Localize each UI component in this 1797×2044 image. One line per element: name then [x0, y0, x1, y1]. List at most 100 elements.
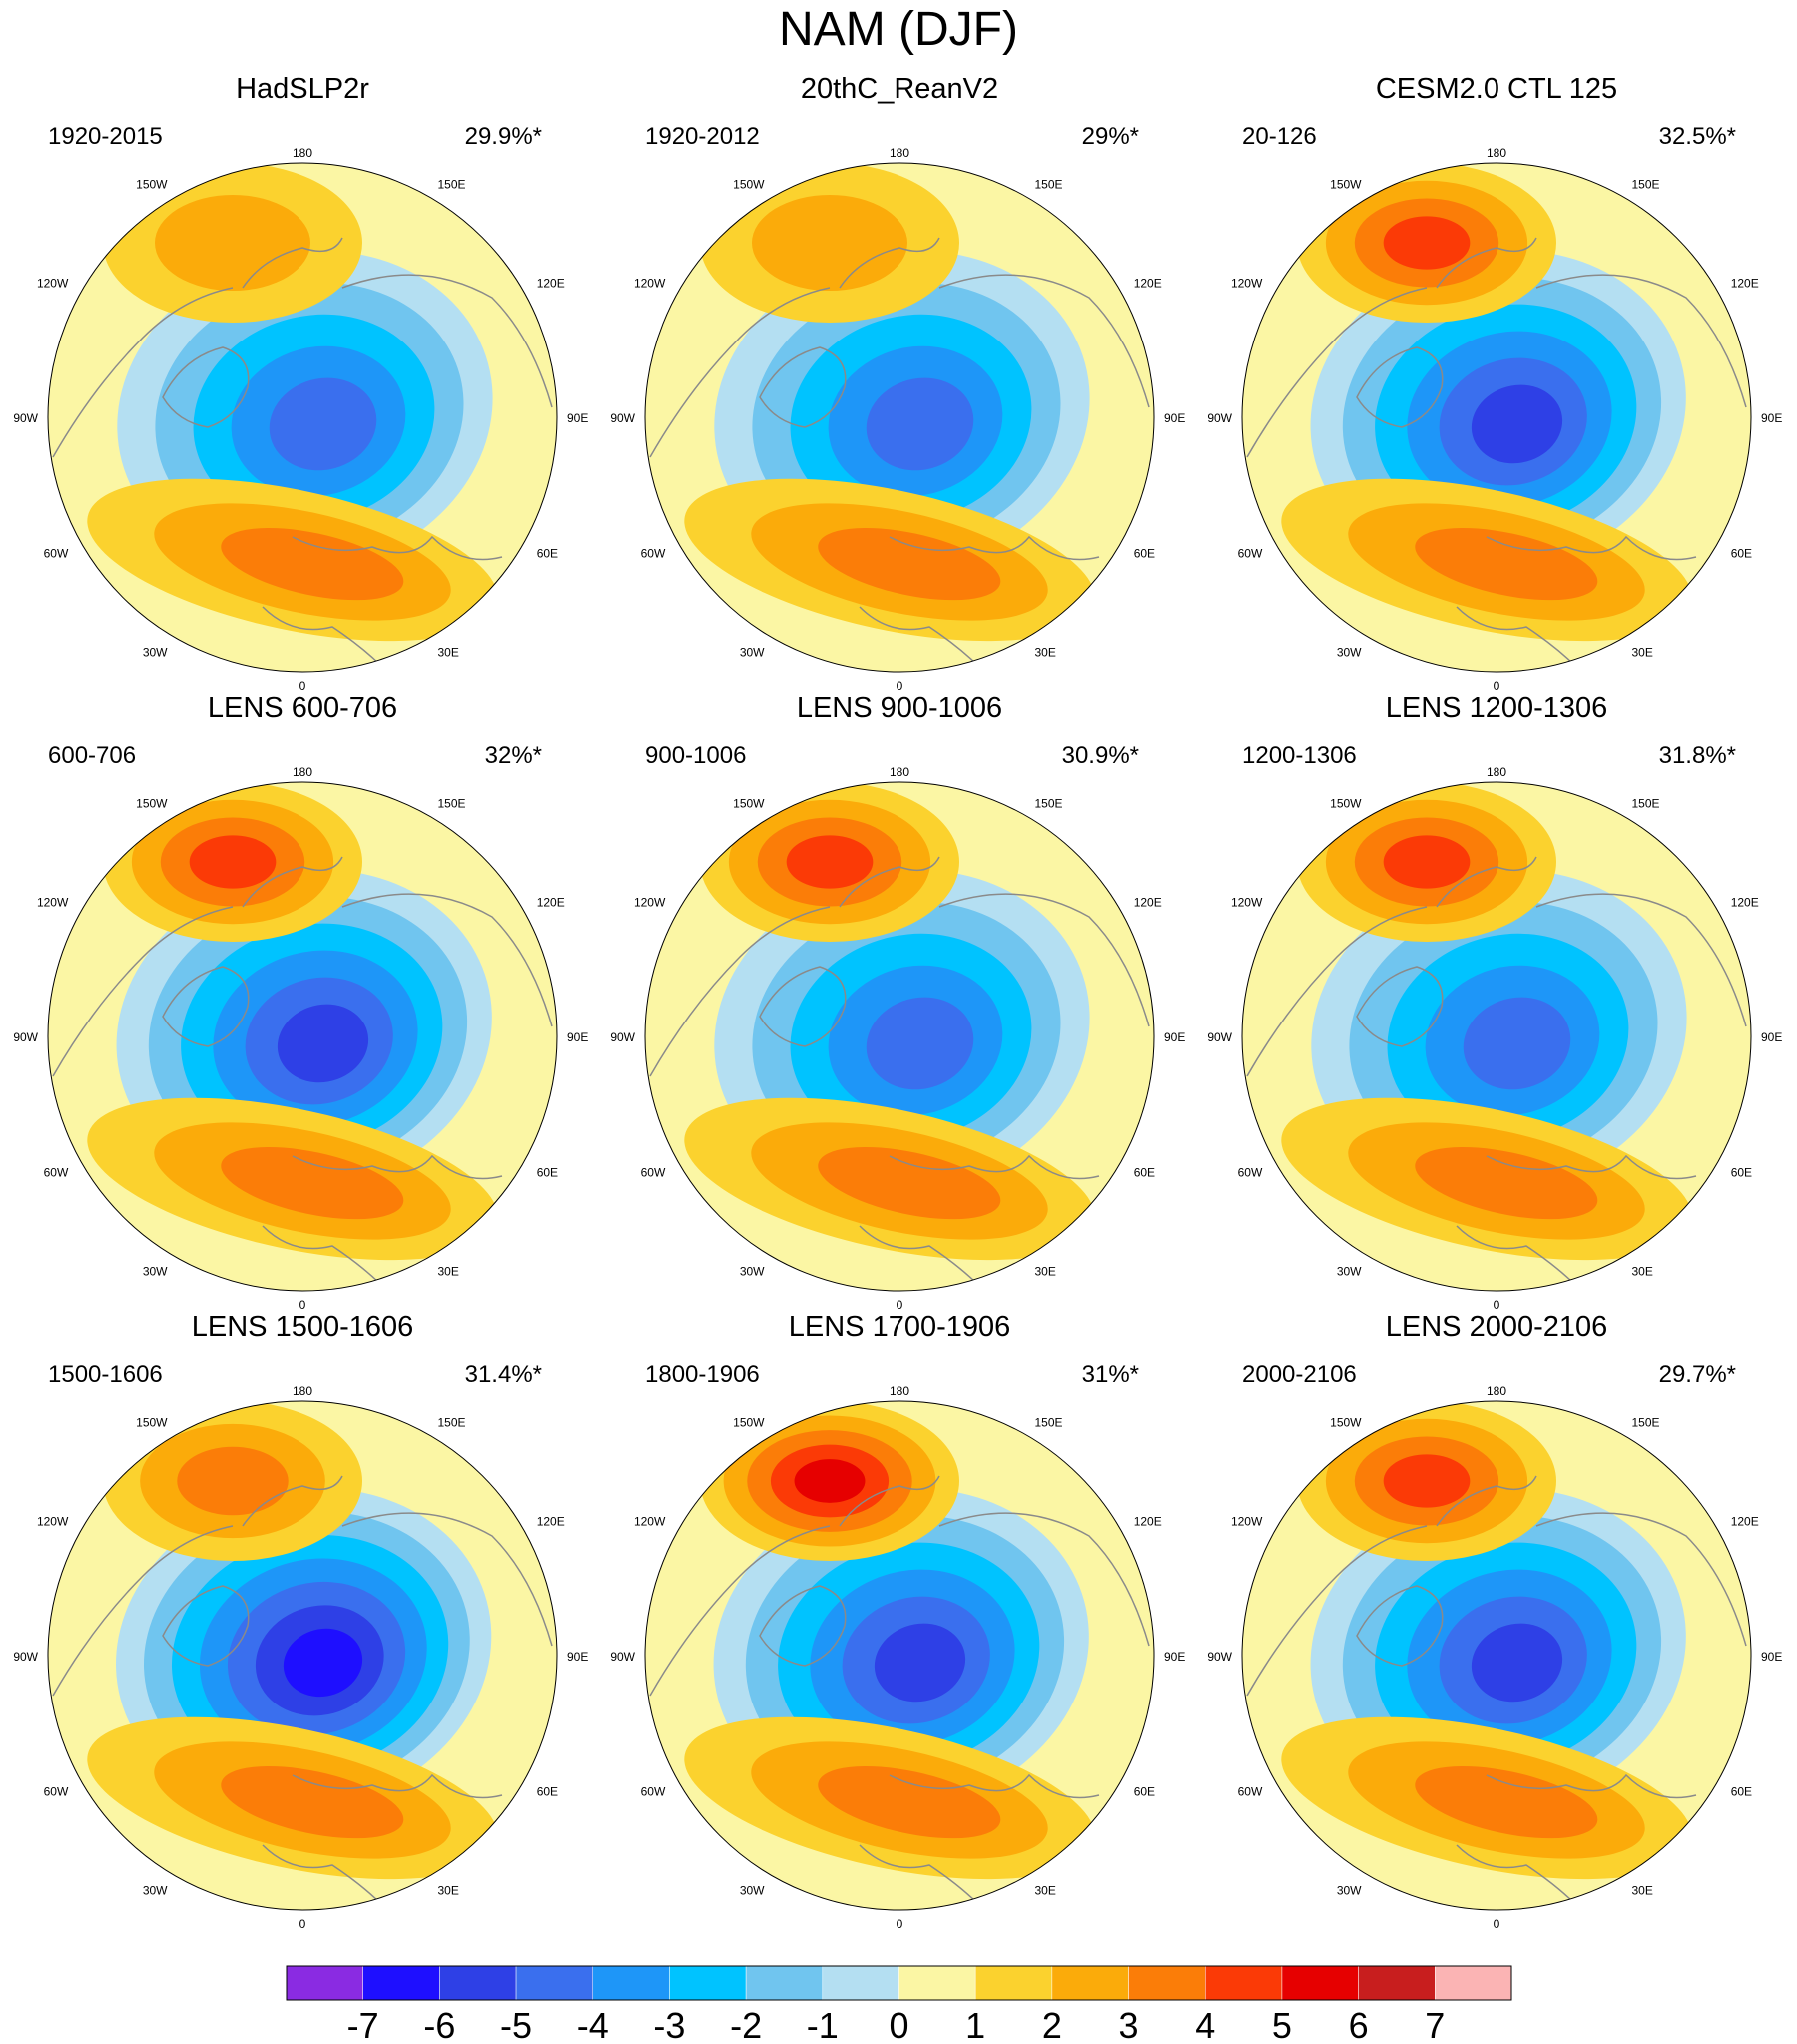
- colorbar: -7 -6 -5 -4 -3 -2 -1 0 1 2 3 4 5 6 7: [286, 1965, 1512, 2044]
- map-panel: 180 150E 120E 90E 60E 30E 0 30W 60W 90W 120W 150W LE…: [610, 692, 1185, 1312]
- panel-variance: 31.4%*: [465, 1361, 542, 1388]
- coastline: [262, 1844, 383, 1906]
- map-rim: [644, 162, 1155, 673]
- panel-variance: 29.7%*: [1659, 1361, 1736, 1388]
- coastline: [839, 856, 940, 908]
- panel-period: 20-126: [1242, 123, 1317, 150]
- colorbar-tick-label: -1: [807, 2005, 839, 2044]
- longitude-label: 180: [293, 765, 312, 779]
- longitude-label: 60E: [537, 547, 558, 561]
- map-rim: [1241, 781, 1752, 1292]
- coastline: [242, 237, 343, 289]
- atlantic-high-contour: [818, 527, 1001, 601]
- coastline: [938, 893, 1150, 1027]
- map-field: [48, 782, 557, 1291]
- arctic-low-contour: [1463, 997, 1571, 1090]
- panel-variance: 32%*: [485, 742, 542, 769]
- panel-title: LENS 2000-2106: [1386, 1311, 1608, 1343]
- longitude-label: 0: [300, 1298, 306, 1312]
- longitude-label: 60E: [1731, 547, 1752, 561]
- coastline: [1535, 893, 1747, 1027]
- map-rim: [1241, 162, 1752, 673]
- longitude-label: 30W: [740, 1265, 765, 1279]
- longitude-label: 120E: [1134, 277, 1162, 291]
- map-field: [48, 1401, 557, 1910]
- panel-period: 1800-1906: [645, 1361, 760, 1388]
- coastline: [649, 287, 831, 458]
- panel-title: LENS 900-1006: [797, 692, 1002, 724]
- atlantic-high-contour: [818, 1146, 1001, 1220]
- colorbar-swatch: [745, 1965, 824, 2001]
- colorbar-tick-label: -6: [423, 2005, 455, 2044]
- longitude-label: 120W: [634, 896, 666, 910]
- longitude-label: 120W: [37, 277, 69, 291]
- panel-period: 1920-2015: [48, 123, 163, 150]
- longitude-label: 60W: [641, 547, 666, 561]
- colorbar-tick-label: -7: [347, 2005, 379, 2044]
- longitude-label: 30E: [1035, 1265, 1056, 1279]
- longitude-label: 90W: [1207, 1650, 1232, 1664]
- coastline: [1436, 237, 1537, 289]
- coastline: [1436, 856, 1537, 908]
- pacific-high-contour: [177, 1446, 289, 1516]
- coastline: [649, 1525, 831, 1697]
- longitude-label: 180: [293, 146, 312, 160]
- map-rim: [644, 781, 1155, 1292]
- panel-variance: 32.5%*: [1659, 123, 1736, 150]
- longitude-label: 30W: [1337, 1265, 1362, 1279]
- longitude-label: 150E: [438, 177, 466, 191]
- longitude-label: 180: [890, 1384, 909, 1398]
- longitude-label: 180: [1487, 146, 1506, 160]
- longitude-label: 150E: [1632, 796, 1660, 810]
- longitude-label: 60E: [537, 1785, 558, 1799]
- map-panels: 180 150E 120E 90E 60E 30E 0 30W 60W 90W 120W 150W Ha…: [13, 73, 1782, 1931]
- coastline: [52, 287, 234, 458]
- colorbar-swatch: [974, 1965, 1053, 2001]
- panel-period: 900-1006: [645, 742, 746, 769]
- colorbar-swatch: [1358, 1965, 1436, 2001]
- longitude-label: 0: [300, 1917, 306, 1931]
- panel-title: LENS 600-706: [208, 692, 397, 724]
- coastline: [1486, 1773, 1697, 1799]
- longitude-label: 60W: [641, 1785, 666, 1799]
- map-field: [1242, 782, 1751, 1291]
- longitude-label: 120E: [537, 277, 565, 291]
- coastline: [52, 1525, 234, 1697]
- coastline: [341, 1512, 553, 1647]
- longitude-label: 60W: [1238, 547, 1263, 561]
- coastline: [162, 1585, 250, 1667]
- longitude-label: 30E: [1632, 646, 1653, 660]
- colorbar-swatch: [592, 1965, 670, 2001]
- colorbar-swatch: [1205, 1965, 1283, 2001]
- panel-period: 2000-2106: [1242, 1361, 1357, 1388]
- longitude-label: 150W: [136, 796, 168, 810]
- panel-variance: 30.9%*: [1062, 742, 1139, 769]
- longitude-label: 150W: [1330, 1415, 1362, 1429]
- colorbar-tick-label: -4: [577, 2005, 609, 2044]
- colorbar-tick-label: -2: [730, 2005, 762, 2044]
- longitude-label: 90W: [610, 1650, 635, 1664]
- coastline: [1246, 287, 1428, 458]
- atlantic-high-contour: [1415, 527, 1598, 601]
- longitude-label: 90E: [1761, 1030, 1782, 1044]
- longitude-label: 150E: [1632, 177, 1660, 191]
- map-rim: [47, 162, 558, 673]
- colorbar-swatch: [286, 1965, 363, 2001]
- colorbar-tick-label: 4: [1195, 2005, 1215, 2044]
- map-rim: [47, 781, 558, 1292]
- colorbar-swatch: [1281, 1965, 1359, 2001]
- arctic-low-contour: [277, 1004, 369, 1083]
- panel-period: 1920-2012: [645, 123, 760, 150]
- coastline: [1436, 1475, 1537, 1527]
- coastline: [1456, 1844, 1577, 1906]
- colorbar-tick-label: -5: [500, 2005, 532, 2044]
- longitude-label: 30E: [1632, 1884, 1653, 1898]
- longitude-label: 60W: [44, 1166, 69, 1180]
- longitude-label: 90E: [567, 1650, 588, 1664]
- longitude-label: 30W: [143, 646, 168, 660]
- coastline: [859, 1225, 980, 1287]
- longitude-label: 120W: [1231, 896, 1263, 910]
- longitude-label: 120W: [1231, 277, 1263, 291]
- longitude-label: 150E: [438, 1415, 466, 1429]
